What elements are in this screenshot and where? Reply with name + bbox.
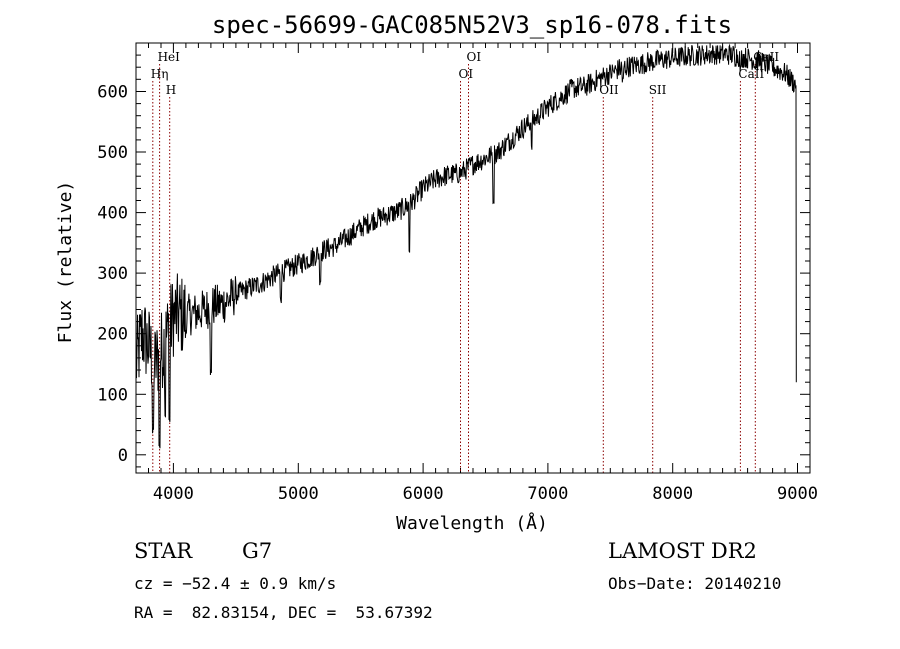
- object-class: STAR: [134, 539, 193, 563]
- spectral-line-label: H: [166, 83, 176, 97]
- x-tick-label: 6000: [403, 484, 444, 504]
- y-tick-label: 0: [118, 446, 128, 466]
- spectral-line-label: OII: [599, 83, 619, 97]
- observation-date: Obs−Date: 20140210: [608, 574, 782, 593]
- y-axis-label: Flux (relative): [55, 181, 76, 344]
- spectral-line-markers: [152, 64, 756, 473]
- survey-name: LAMOST DR2: [608, 539, 757, 563]
- spectral-line-label: CaII: [738, 67, 764, 81]
- y-tick-label: 500: [97, 143, 128, 163]
- spectral-line-label: CaII: [753, 50, 779, 64]
- axis-ticks: [135, 42, 811, 473]
- y-tick-label: 600: [97, 83, 128, 103]
- x-tick-label: 8000: [652, 484, 693, 504]
- spectral-line-label: HeI: [158, 50, 181, 64]
- object-subclass: G7: [242, 539, 273, 563]
- plot-frame: [135, 42, 811, 474]
- x-tick-label: 5000: [278, 484, 319, 504]
- spectral-line-label: Hη: [151, 67, 169, 81]
- x-tick-label: 4000: [153, 484, 194, 504]
- x-tick-label: 9000: [777, 484, 818, 504]
- spectral-line-label: OI: [459, 67, 474, 81]
- chart-title: spec-56699-GAC085N52V3_sp16-078.fits: [212, 11, 732, 39]
- x-axis-label: Wavelength (Å): [396, 512, 548, 534]
- spectral-line-labels: Hη HeI H OI OI OII SII CaII CaII: [151, 50, 780, 97]
- x-tick-label: 7000: [527, 484, 568, 504]
- redshift-velocity: cz = −52.4 ± 0.9 km/s: [134, 574, 337, 593]
- y-tick-label: 300: [97, 264, 128, 284]
- spectral-line-label: OI: [467, 50, 482, 64]
- spectral-line-label: SII: [649, 83, 667, 97]
- y-tick-label: 200: [97, 325, 128, 345]
- y-tick-label: 100: [97, 385, 128, 405]
- spectrum-line: [135, 43, 797, 449]
- y-tick-label: 400: [97, 204, 128, 224]
- tick-labels: 4000 5000 6000 7000 8000 9000 0 100 200 300 400 500…: [97, 83, 818, 505]
- sky-coordinates: RA = 82.83154, DEC = 53.67392: [134, 603, 433, 622]
